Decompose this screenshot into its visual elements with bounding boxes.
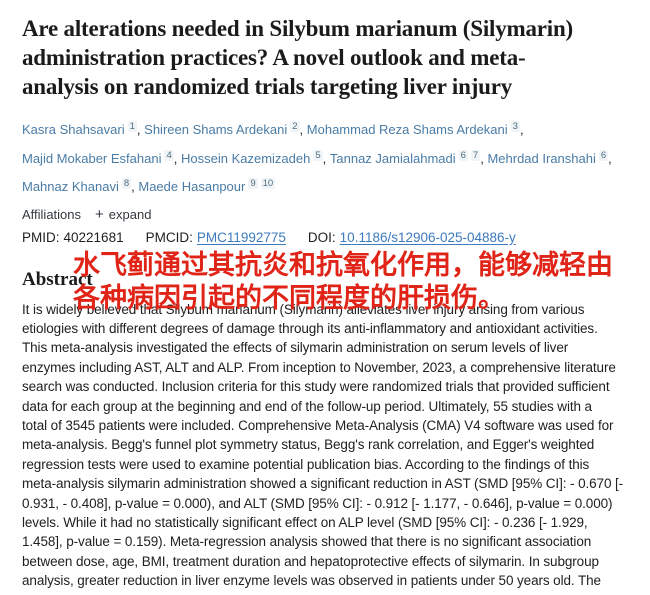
author-item: Hossein Kazemizadeh 5,	[181, 149, 330, 166]
author-item: Mehrdad Iranshahi 6,	[487, 149, 612, 166]
pmid-item: PMID: 40221681	[22, 230, 124, 245]
author-link[interactable]: Mahnaz Khanavi	[22, 179, 119, 194]
abstract-line: analysis, greater reduction in liver enz…	[22, 573, 601, 589]
author-ref-link[interactable]: 7	[470, 149, 481, 161]
doi-label: DOI:	[307, 229, 336, 245]
author-link[interactable]: Shireen Shams Ardekani	[144, 122, 288, 137]
author-ref-link[interactable]: 10	[260, 178, 276, 189]
abstract-line: meta-analysis silymarin administration s…	[22, 476, 624, 492]
pmid-label: PMID:	[22, 229, 60, 245]
pmid-value: 40221681	[63, 229, 124, 245]
author-link[interactable]: Majid Mokaber Esfahani	[22, 150, 162, 166]
author-separator: ,	[131, 179, 139, 194]
doi-link[interactable]: 10.1186/s12906-025-04886-y	[339, 229, 516, 245]
author-ref-link[interactable]: 4	[164, 149, 174, 161]
author-ref-link[interactable]: 6	[458, 149, 468, 161]
author-ref-link[interactable]: 2	[290, 121, 300, 132]
pmcid-label: PMCID:	[145, 229, 193, 245]
abstract-line: total of 3545 patients were included. Co…	[22, 417, 614, 433]
abstract-line: between dose, age, BMI, treatment durati…	[22, 553, 599, 569]
author-item: Majid Mokaber Esfahani 4,	[22, 149, 181, 166]
author-link[interactable]: Mohammad Reza Shams Ardekani	[306, 122, 508, 137]
author-ref-link[interactable]: 6	[598, 149, 609, 161]
identifiers-row: PMID: 40221681 PMCID: PMC11992775 DOI: 1…	[22, 230, 632, 245]
affiliations-row: Affiliations + expand	[22, 207, 632, 222]
author-ref-link[interactable]: 8	[121, 178, 132, 189]
author-item: Mahnaz Khanavi 8,	[22, 178, 139, 194]
author-link[interactable]: Maede Hasanpour	[138, 179, 246, 194]
expand-label: expand	[108, 206, 152, 222]
abstract-line: data for each group at the beginning and…	[22, 398, 592, 414]
abstract-line: 0.931, - 0.408], p-value = 0.000), and A…	[22, 495, 613, 511]
author-separator: ,	[480, 150, 488, 166]
author-separator: ,	[322, 150, 330, 166]
author-item: Kasra Shahsavari 1,	[22, 121, 145, 137]
abstract-line: This meta-analysis investigated the effe…	[22, 340, 569, 356]
author-item: Maede Hasanpour 9 10	[138, 178, 276, 194]
authors-list: Kasra Shahsavari 1, Shireen Shams Ardekan…	[22, 114, 632, 200]
doi-item: DOI: 10.1186/s12906-025-04886-y	[308, 230, 516, 245]
page-title: Are alterations needed in Silybum marian…	[22, 16, 574, 99]
abstract-line: meta-analysis. Begg's funnel plot symmet…	[22, 437, 595, 453]
author-separator: ,	[519, 122, 524, 137]
author-item: Shireen Shams Ardekani 2,	[144, 121, 307, 137]
plus-icon: +	[95, 205, 104, 223]
author-item: Tannaz Jamialahmadi 6 7,	[329, 149, 488, 166]
author-link[interactable]: Kasra Shahsavari	[22, 122, 125, 137]
affiliations-label: Affiliations	[22, 206, 82, 222]
author-link[interactable]: Hossein Kazemizadeh	[181, 150, 311, 166]
author-link[interactable]: Mehrdad Iranshahi	[487, 150, 596, 166]
abstract-heading: Abstract	[22, 268, 93, 290]
author-ref-link[interactable]: 9	[248, 178, 258, 189]
pmcid-item: PMCID: PMC11992775	[146, 230, 286, 245]
abstract-line: etiologies with different degrees of dam…	[22, 320, 598, 336]
author-link[interactable]: Tannaz Jamialahmadi	[329, 150, 456, 166]
author-separator: ,	[299, 122, 307, 137]
author-separator: ,	[608, 150, 612, 166]
author-ref-link[interactable]: 3	[510, 121, 520, 132]
author-separator: ,	[173, 150, 181, 166]
author-separator: ,	[136, 122, 145, 137]
author-item: Mohammad Reza Shams Ardekani 3,	[306, 121, 524, 137]
abstract-paragraph: It is widely believed that Silybum maria…	[22, 300, 632, 591]
author-ref-link[interactable]: 1	[127, 121, 137, 132]
author-ref-link[interactable]: 5	[313, 149, 323, 161]
abstract-line: levels. While it had no statistically si…	[22, 514, 588, 530]
abstract-line: regression tests were used to examine po…	[22, 456, 590, 472]
abstract-line: search was conducted. Inclusion criteria…	[22, 379, 610, 395]
abstract-line: enzymes including AST, ALT and ALP. From…	[22, 359, 616, 375]
pmcid-link[interactable]: PMC11992775	[196, 229, 286, 245]
abstract-line: 1.458], p-value = 0.159). Meta-regressio…	[22, 534, 592, 550]
expand-affiliations-button[interactable]: + expand	[95, 207, 151, 222]
abstract-line: It is widely believed that Silybum maria…	[22, 301, 585, 317]
